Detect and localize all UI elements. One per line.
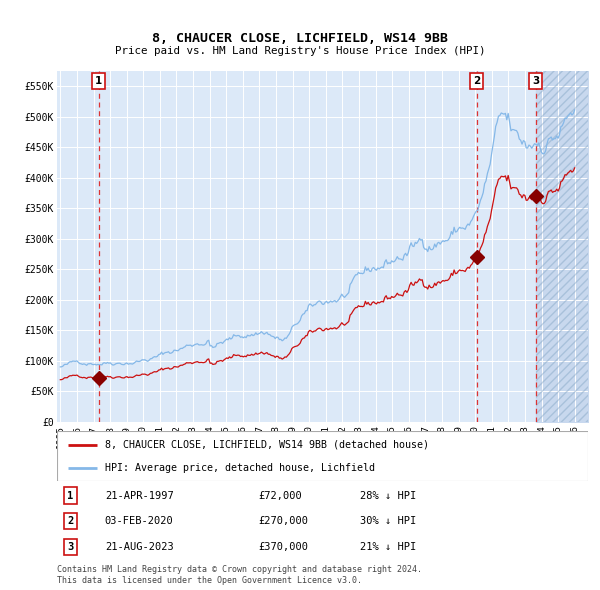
Text: 2: 2 <box>473 76 480 86</box>
Text: Price paid vs. HM Land Registry's House Price Index (HPI): Price paid vs. HM Land Registry's House … <box>115 47 485 56</box>
Text: 28% ↓ HPI: 28% ↓ HPI <box>359 491 416 501</box>
Text: 30% ↓ HPI: 30% ↓ HPI <box>359 516 416 526</box>
Text: 03-FEB-2020: 03-FEB-2020 <box>105 516 173 526</box>
FancyBboxPatch shape <box>57 431 588 481</box>
Text: HPI: Average price, detached house, Lichfield: HPI: Average price, detached house, Lich… <box>105 463 375 473</box>
Text: Contains HM Land Registry data © Crown copyright and database right 2024.: Contains HM Land Registry data © Crown c… <box>57 565 422 575</box>
Text: 3: 3 <box>67 542 73 552</box>
Text: £72,000: £72,000 <box>259 491 302 501</box>
Text: 3: 3 <box>532 76 539 86</box>
Text: 21-APR-1997: 21-APR-1997 <box>105 491 173 501</box>
Text: 8, CHAUCER CLOSE, LICHFIELD, WS14 9BB (detached house): 8, CHAUCER CLOSE, LICHFIELD, WS14 9BB (d… <box>105 440 429 450</box>
Text: 8, CHAUCER CLOSE, LICHFIELD, WS14 9BB: 8, CHAUCER CLOSE, LICHFIELD, WS14 9BB <box>152 32 448 45</box>
Text: This data is licensed under the Open Government Licence v3.0.: This data is licensed under the Open Gov… <box>57 576 362 585</box>
Text: 1: 1 <box>67 491 73 501</box>
Text: 1: 1 <box>95 76 102 86</box>
Text: 21-AUG-2023: 21-AUG-2023 <box>105 542 173 552</box>
Text: 2: 2 <box>67 516 73 526</box>
Text: 21% ↓ HPI: 21% ↓ HPI <box>359 542 416 552</box>
Bar <box>536 71 588 422</box>
Text: £370,000: £370,000 <box>259 542 309 552</box>
Text: £270,000: £270,000 <box>259 516 309 526</box>
